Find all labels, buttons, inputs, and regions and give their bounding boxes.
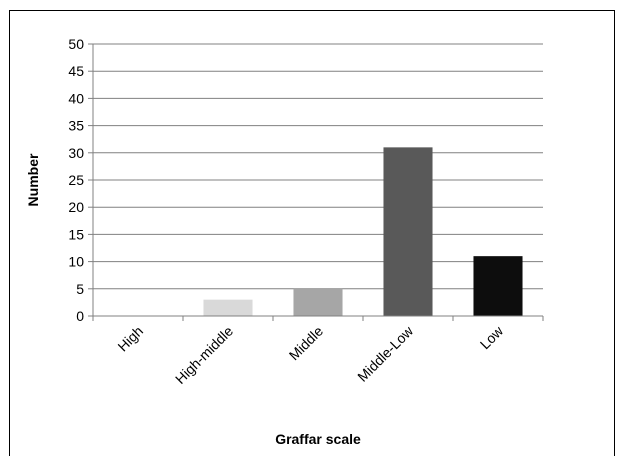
gridlines [93, 43, 543, 290]
chart-frame [9, 10, 615, 456]
bar-high-middle [203, 299, 253, 316]
y-tick-label: 25 [68, 172, 84, 188]
x-tick-label: High [114, 323, 146, 355]
y-tick-label: 10 [68, 254, 84, 270]
y-tick-label: 35 [68, 118, 84, 134]
y-tick-label: 30 [68, 145, 84, 161]
y-axis-ticks: 0 5 10 15 20 25 30 35 40 45 50 [68, 36, 93, 324]
bars [203, 147, 523, 316]
x-axis-ticks: High High-middle Middle Middle-Low Low [92, 316, 544, 387]
x-tick-label: Low [477, 322, 507, 352]
y-tick-label: 40 [68, 90, 84, 106]
y-axis-title: Number [25, 153, 41, 206]
y-tick-label: 50 [68, 36, 84, 52]
x-tick-label: High-middle [172, 323, 236, 387]
x-tick-label: Middle [286, 323, 327, 364]
x-axis-title: Graffar scale [275, 431, 361, 447]
y-tick-label: 20 [68, 199, 84, 215]
bar-middle [293, 288, 343, 316]
x-tick-label: Middle-Low [354, 322, 417, 385]
bar-low [473, 256, 523, 316]
y-tick-label: 45 [68, 63, 84, 79]
y-tick-label: 5 [76, 281, 84, 297]
y-tick-label: 15 [68, 226, 84, 242]
bar-middle-low [383, 147, 433, 316]
y-tick-label: 0 [76, 308, 84, 324]
